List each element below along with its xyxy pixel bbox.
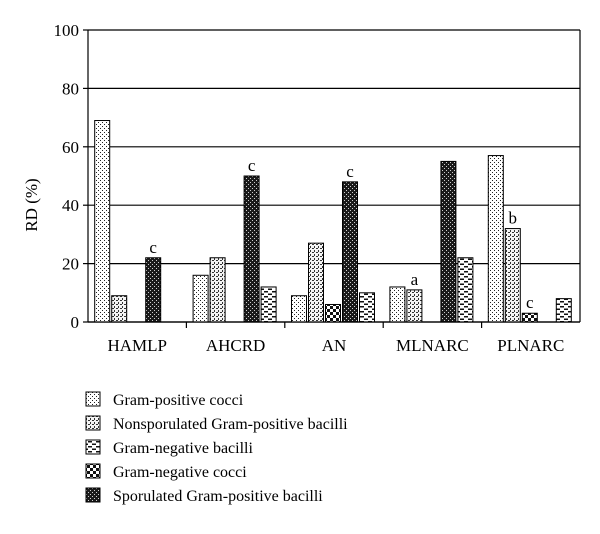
bar-mlnarc-nonsporulated-gram-positive-bacilli: [406, 289, 423, 323]
bar-plnarc-gram-positive-cocci: [487, 155, 504, 323]
legend-label-gram-positive-cocci: Gram-positive cocci: [113, 392, 244, 409]
bar-hamlp-gram-positive-cocci: [94, 120, 111, 323]
legend-swatch-sporulated-gram-positive-bacilli: [85, 487, 101, 503]
bar-ahcrd-gram-negative-bacilli: [260, 286, 277, 323]
annotation-ahcrd-sporulated-gram-positive-bacilli: c: [248, 156, 256, 175]
legend-label-nonsporulated-gram-positive-bacilli: Nonsporulated Gram-positive bacilli: [113, 416, 348, 433]
annotation-plnarc-nonsporulated-gram-positive-bacilli: b: [509, 209, 518, 228]
legend-swatch-nonsporulated-gram-positive-bacilli: [85, 415, 101, 431]
category-label-plnarc: PLNARC: [497, 336, 564, 355]
bar-ahcrd-sporulated-gram-positive-bacilli: [243, 175, 260, 323]
category-label-hamlp: HAMLP: [107, 336, 167, 355]
category-labels: HAMLP AHCRD AN MLNARC PLNARC: [107, 322, 564, 355]
bar-an-nonsporulated-gram-positive-bacilli: [308, 242, 324, 323]
legend-label-gram-negative-bacilli: Gram-negative bacilli: [113, 440, 253, 457]
y-tick-label-60: 60: [62, 138, 79, 157]
bars: [94, 120, 572, 323]
axes: [87, 30, 581, 323]
bar-mlnarc-gram-negative-bacilli: [457, 257, 474, 323]
bar-mlnarc-gram-positive-cocci: [389, 286, 406, 323]
y-tick-labels: 0 20 40 60 80 100: [54, 21, 88, 332]
y-tick-label-0: 0: [71, 313, 80, 332]
bar-an-sporulated-gram-positive-bacilli: [342, 181, 358, 323]
category-label-mlnarc: MLNARC: [396, 336, 469, 355]
y-tick-label-40: 40: [62, 196, 79, 215]
bar-an-gram-negative-bacilli: [359, 292, 375, 323]
y-tick-label-100: 100: [54, 21, 80, 40]
y-axis-label: RD (%): [22, 178, 41, 231]
legend-label-sporulated-gram-positive-bacilli: Sporulated Gram-positive bacilli: [113, 488, 323, 505]
bar-an-gram-negative-cocci: [325, 303, 341, 323]
category-label-an: AN: [322, 336, 347, 355]
annotation-plnarc-gram-negative-cocci: c: [526, 293, 534, 312]
bar-plnarc-nonsporulated-gram-positive-bacilli: [504, 228, 521, 323]
bar-ahcrd-nonsporulated-gram-positive-bacilli: [209, 257, 226, 323]
bar-mlnarc-sporulated-gram-positive-bacilli: [440, 160, 457, 323]
legend-swatch-gram-negative-cocci: [85, 463, 101, 479]
y-tick-label-80: 80: [62, 79, 79, 98]
legend: Gram-positive cocci Nonsporulated Gram-po…: [85, 391, 348, 505]
category-label-ahcrd: AHCRD: [206, 336, 266, 355]
legend-swatch-gram-negative-bacilli: [85, 439, 101, 455]
legend-swatch-gram-positive-cocci: [85, 391, 101, 407]
bar-an-gram-positive-cocci: [291, 295, 307, 323]
y-tick-label-20: 20: [62, 255, 79, 274]
bar-ahcrd-gram-positive-cocci: [192, 274, 209, 323]
annotation-an-sporulated-gram-positive-bacilli: c: [346, 162, 354, 181]
annotations: c c c a b c: [149, 156, 534, 312]
bar-plnarc-gram-negative-bacilli: [555, 298, 572, 323]
bar-hamlp-nonsporulated-gram-positive-bacilli: [111, 295, 128, 323]
annotation-mlnarc-nonsporulated-gram-positive-bacilli: a: [411, 270, 419, 289]
legend-label-gram-negative-cocci: Gram-negative cocci: [113, 464, 247, 481]
bar-plnarc-gram-negative-cocci: [521, 312, 538, 323]
annotation-hamlp-sporulated-gram-positive-bacilli: c: [149, 238, 157, 257]
bar-hamlp-sporulated-gram-positive-bacilli: [145, 257, 162, 323]
